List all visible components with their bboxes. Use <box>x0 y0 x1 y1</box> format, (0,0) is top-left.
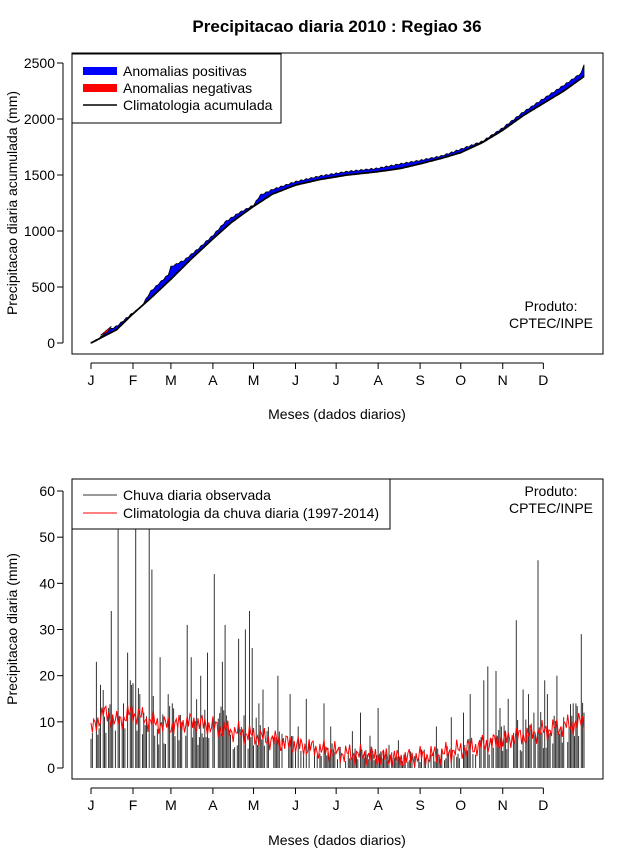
daily-series <box>90 491 585 768</box>
x-tick-label: J <box>292 797 299 813</box>
legend-label-positive: Anomalias positivas <box>123 63 247 79</box>
legend-label-climatology: Climatologia acumulada <box>123 97 273 113</box>
legend-label-daily-climatology: Climatologia da chuva diaria (1997-2014) <box>123 505 379 521</box>
daily-panel: 0 10 20 30 40 50 60 J F M A M J J A S O N D Meses (dados … <box>4 478 604 848</box>
product-source: CPTEC/INPE <box>509 315 593 331</box>
y-tick-label: 2000 <box>24 111 55 127</box>
y-tick-label: 30 <box>39 622 55 638</box>
y-tick-label: 60 <box>39 483 55 499</box>
y-tick-label: 50 <box>39 529 55 545</box>
product-label: Produto: <box>525 483 578 499</box>
x-tick-label: M <box>248 797 260 813</box>
y-tick-label: 20 <box>39 668 55 684</box>
x-tick-label: A <box>373 797 383 813</box>
x-tick-label: S <box>415 372 424 388</box>
chart-title: Precipitacao diaria 2010 : Regiao 36 <box>192 17 481 36</box>
x-tick-label: A <box>208 372 218 388</box>
y-tick-label: 2500 <box>24 55 55 71</box>
daily-x-axis-label: Meses (dados diarios) <box>268 832 406 848</box>
x-tick-label: D <box>538 797 548 813</box>
x-tick-label: J <box>88 372 95 388</box>
x-tick-label: D <box>538 372 548 388</box>
y-tick-label: 0 <box>47 335 55 351</box>
daily-y-axis: 0 10 20 30 40 50 60 <box>39 483 64 776</box>
x-tick-label: J <box>333 797 340 813</box>
product-label: Produto: <box>525 298 578 314</box>
x-tick-label: S <box>415 797 424 813</box>
y-tick-label: 0 <box>47 760 55 776</box>
x-tick-label: A <box>373 372 383 388</box>
cumulative-plot-frame <box>71 52 604 355</box>
cumulative-legend: Anomalias positivas Anomalias negativas … <box>71 53 282 124</box>
cumulative-y-axis: 0 500 1000 1500 2000 2500 <box>24 55 64 351</box>
legend-label-observed: Chuva diaria observada <box>123 487 271 503</box>
y-tick-label: 1500 <box>24 167 55 183</box>
x-tick-label: M <box>165 797 177 813</box>
x-tick-label: N <box>498 797 508 813</box>
daily-climatology-line <box>90 704 585 768</box>
x-tick-label: A <box>208 797 218 813</box>
y-tick-label: 1000 <box>24 223 55 239</box>
x-tick-label: N <box>498 372 508 388</box>
x-tick-label: F <box>129 797 138 813</box>
legend-box <box>71 478 391 530</box>
x-tick-label: O <box>455 372 466 388</box>
y-tick-label: 40 <box>39 575 55 591</box>
x-tick-label: M <box>248 372 260 388</box>
x-tick-label: J <box>292 372 299 388</box>
x-tick-label: J <box>333 372 340 388</box>
legend-label-negative: Anomalias negativas <box>123 80 252 96</box>
x-tick-label: F <box>129 372 138 388</box>
product-source: CPTEC/INPE <box>509 500 593 516</box>
cumulative-panel: Precipitacao diaria 2010 : Regiao 36 0 50… <box>4 17 604 422</box>
y-tick-label: 10 <box>39 714 55 730</box>
daily-legend: Chuva diaria observada Climatologia da c… <box>71 478 391 530</box>
climatology-line <box>90 75 585 344</box>
negative-anomaly-area <box>100 325 112 336</box>
y-tick-label: 500 <box>32 279 56 295</box>
daily-y-axis-label: Precipitacao diaria (mm) <box>4 553 20 705</box>
x-tick-label: J <box>88 797 95 813</box>
cumulative-y-axis-label: Precipitacao diaria acumulada (mm) <box>4 91 20 315</box>
cumulative-series <box>90 64 585 344</box>
cumulative-x-axis-label: Meses (dados diarios) <box>268 406 406 422</box>
x-tick-label: M <box>165 372 177 388</box>
x-tick-label: O <box>455 797 466 813</box>
